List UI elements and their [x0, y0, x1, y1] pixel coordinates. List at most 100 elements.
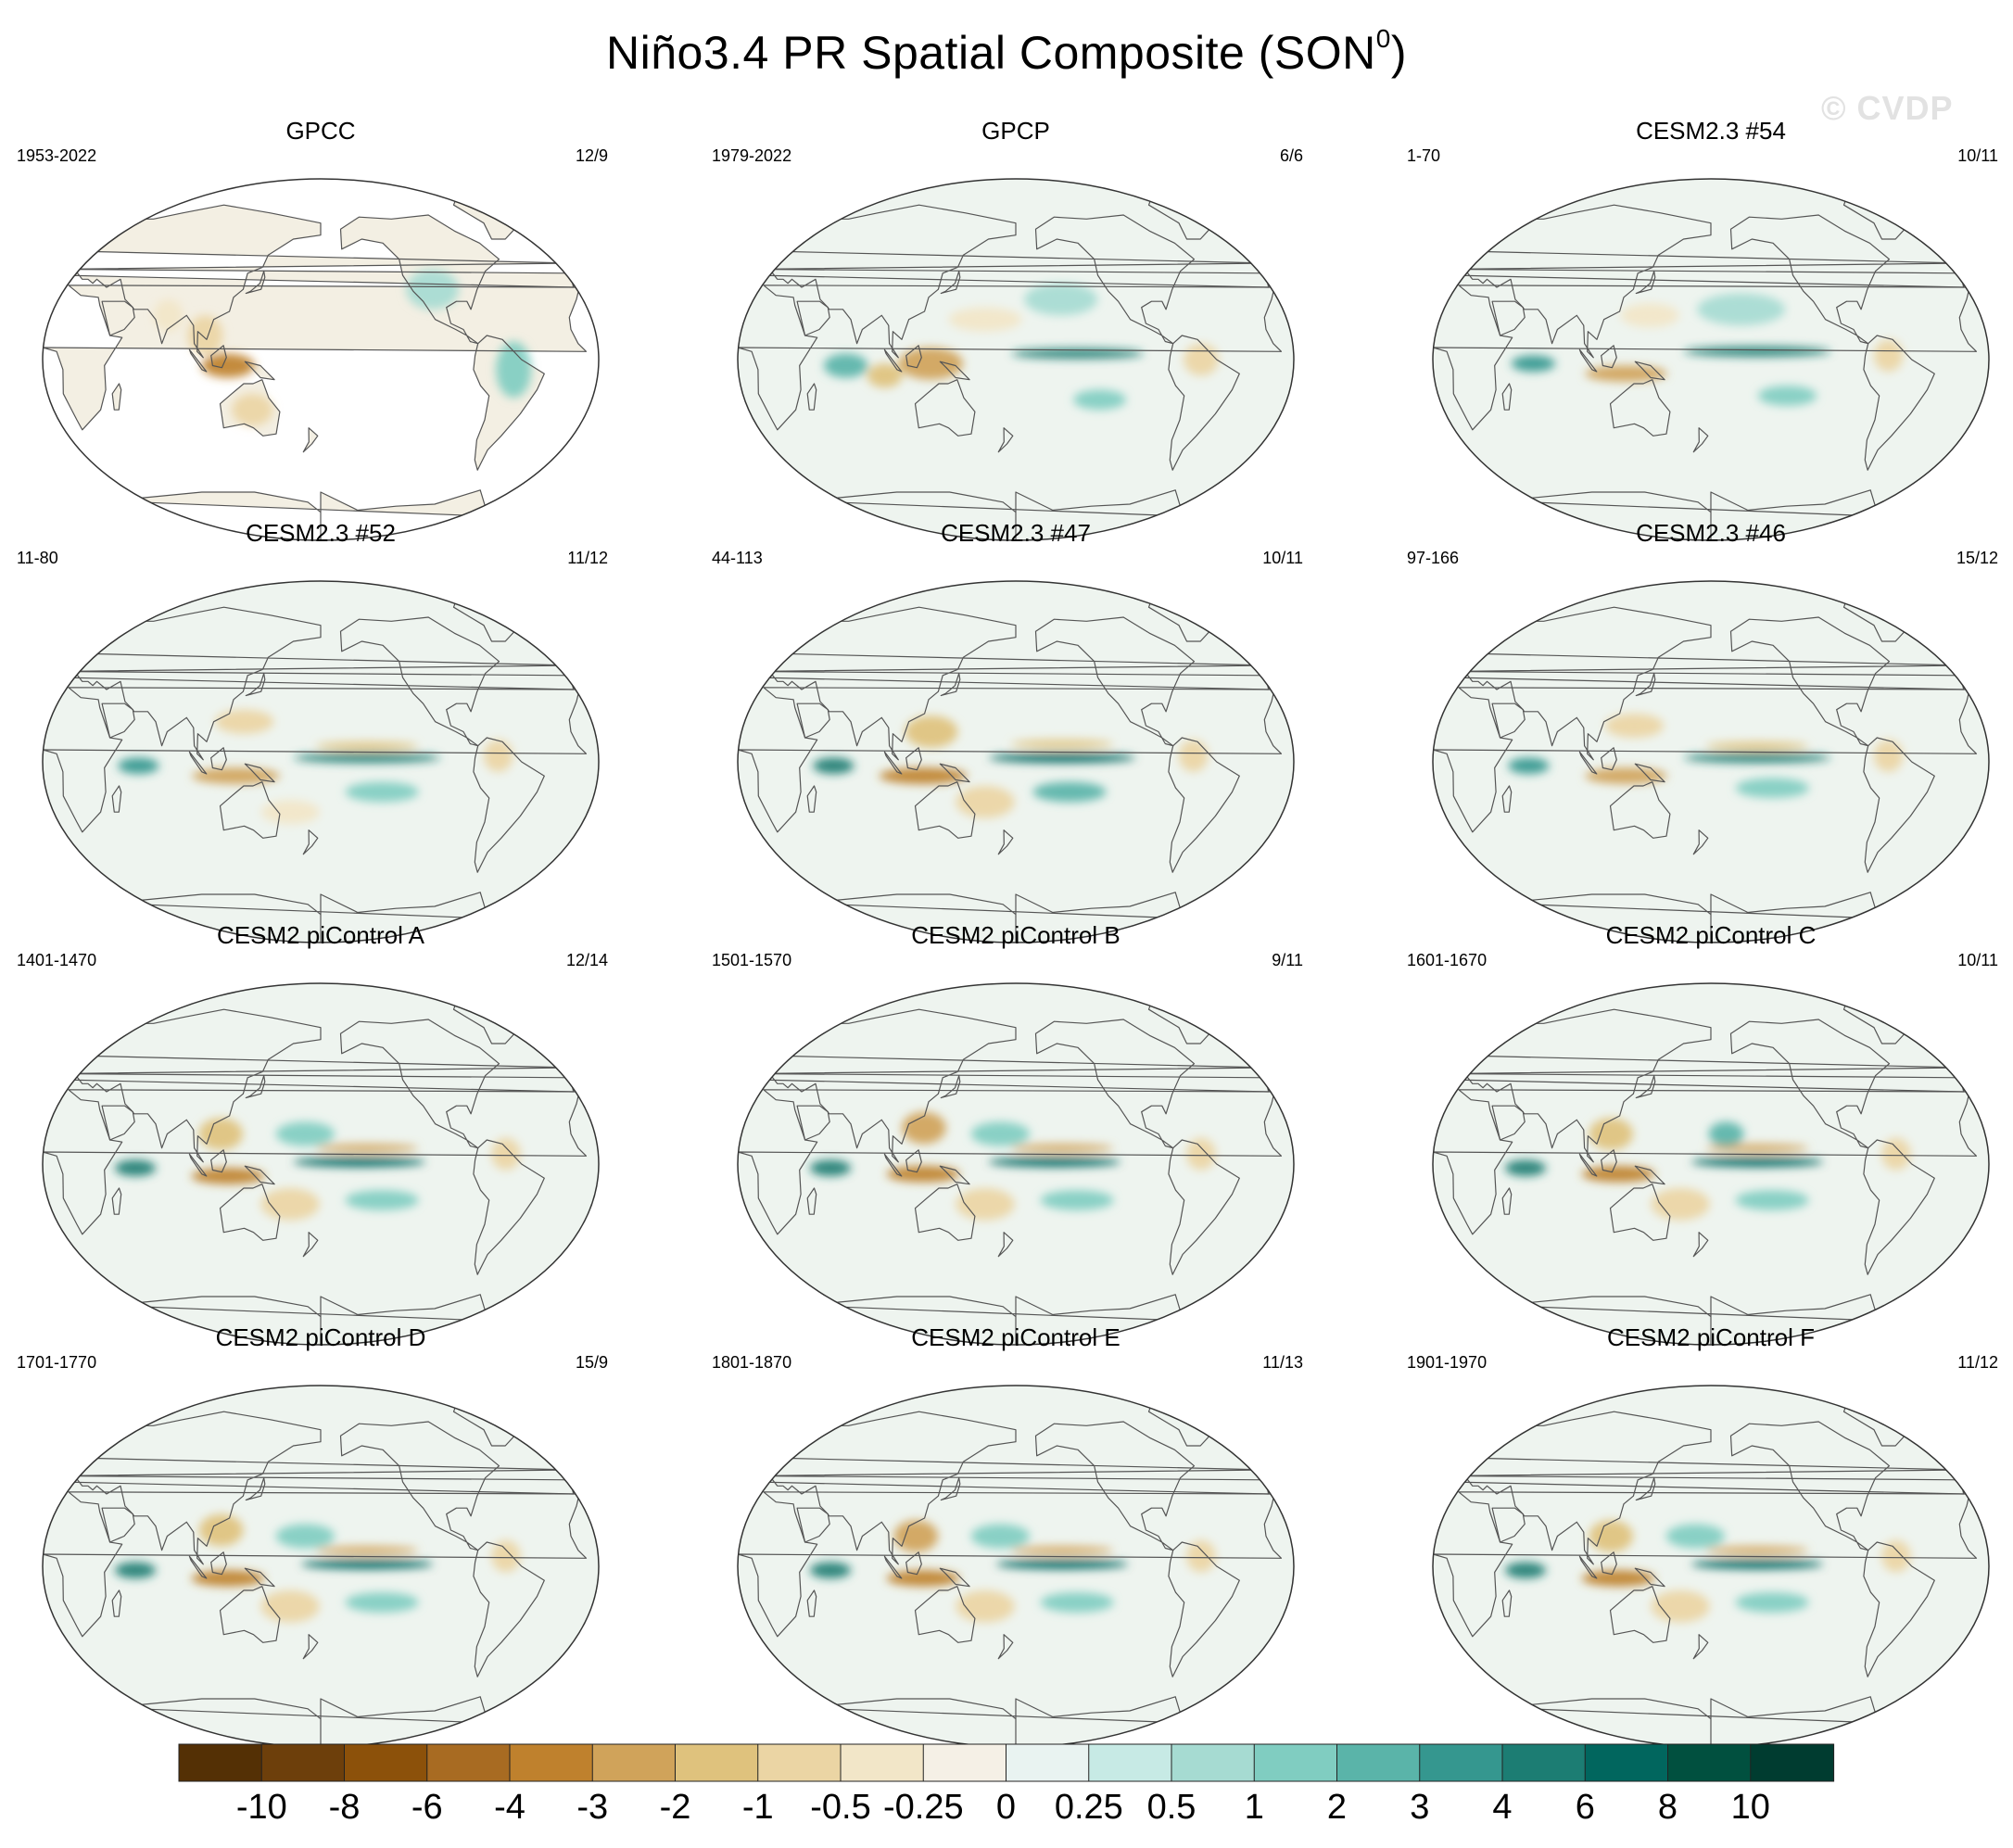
anomaly-blob — [315, 1546, 419, 1554]
coastline-africa — [738, 687, 1283, 833]
coastline-japan — [940, 673, 961, 697]
anomaly-blob — [1690, 1559, 1824, 1570]
anomaly-blob — [300, 1559, 434, 1570]
map-panel: CESM2 piControl B 1501-1570 9/11 — [710, 921, 1322, 1346]
anomaly-blob — [345, 781, 419, 803]
panel-title: GPCC — [285, 117, 356, 145]
coastline-eurasia — [753, 1411, 1270, 1565]
colorbar-tick-label: 2 — [1327, 1788, 1347, 1827]
coastline-arabia — [101, 702, 135, 739]
coastline-arabia — [101, 300, 135, 336]
land-field-japan — [246, 271, 265, 294]
anomaly-blob — [948, 307, 1022, 332]
anomaly-blob — [293, 1157, 426, 1168]
coastline-south-america — [473, 1541, 545, 1677]
anomaly-blob — [191, 1570, 265, 1587]
anomaly-blob — [956, 786, 1015, 818]
coastline-north-america — [339, 1421, 500, 1551]
coastline-australia — [219, 1183, 281, 1241]
map-border — [1432, 580, 1990, 943]
anomaly-blob — [1620, 303, 1679, 328]
anomaly-blob — [1589, 1118, 1634, 1150]
coastline-madagascar — [806, 1589, 817, 1617]
map-panel: CESM2.3 #46 97-166 15/12 — [1405, 519, 2013, 943]
anomaly-blob — [1186, 1539, 1216, 1573]
coastline-madagascar — [806, 1187, 817, 1215]
coastline-borneo — [905, 345, 922, 369]
panel-event-count: 10/11 — [1957, 951, 1998, 969]
anomaly-blob — [898, 348, 964, 380]
coastline-arabia — [1491, 1507, 1526, 1543]
coastline-new-guinea — [1634, 763, 1665, 783]
anomaly-blob — [1881, 1539, 1911, 1573]
coastline-madagascar — [111, 1187, 122, 1215]
anomaly-blob — [275, 1524, 336, 1549]
panel-period: 1901-1970 — [1407, 1353, 1488, 1372]
anomaly-blob — [1186, 1137, 1216, 1171]
coastline-new-zealand — [1692, 427, 1709, 453]
anomaly-blob — [956, 1188, 1015, 1221]
coastline-new-guinea — [1634, 1165, 1665, 1185]
figure-title-superscript: 0 — [1375, 24, 1391, 53]
coastline-eurasia — [1449, 1411, 1965, 1565]
map-panel: GPCP 1979-2022 6/6 — [710, 117, 1322, 541]
coastline-arabia — [101, 1507, 135, 1543]
anomaly-blob — [1011, 348, 1144, 359]
coastline-north-america — [1729, 616, 1891, 747]
panel-event-count: 11/13 — [1262, 1353, 1303, 1372]
anomaly-blob — [970, 1524, 1031, 1549]
coastline-new-guinea — [939, 361, 970, 381]
figure-title-suffix: ) — [1390, 27, 1407, 79]
coastline-australia — [1609, 781, 1671, 839]
coastline-australia — [1609, 1183, 1671, 1241]
anomaly-blob — [1705, 1144, 1809, 1152]
coastline-sumatra — [188, 348, 208, 373]
coastline-australia — [914, 1586, 976, 1643]
panel-map — [1432, 178, 1990, 541]
coastline-africa — [1433, 285, 1978, 431]
coastline-madagascar — [1501, 383, 1513, 411]
coastline-new-guinea — [244, 1165, 275, 1185]
coastline-africa — [738, 1089, 1283, 1235]
panel-period: 1979-2022 — [712, 146, 792, 165]
panel-period: 1601-1670 — [1407, 951, 1488, 969]
panel-event-count: 6/6 — [1279, 146, 1303, 165]
coastline-africa — [1433, 1491, 1978, 1638]
watermark: © CVDP — [1821, 89, 1954, 127]
land-field-arabia — [102, 301, 135, 335]
coastline-new-zealand — [997, 1232, 1014, 1258]
anomaly-blob — [1683, 346, 1831, 357]
panel-title: CESM2.3 #47 — [941, 519, 1091, 547]
coastline-eurasia — [1449, 204, 1965, 359]
coastline-arabia — [796, 300, 830, 336]
coastline-australia — [914, 781, 976, 839]
anomaly-blob — [823, 353, 868, 378]
anomaly-blob — [867, 363, 903, 388]
coastline-sumatra — [1578, 1153, 1598, 1177]
anomaly-blob — [315, 1144, 419, 1152]
coastline-australia — [1609, 1586, 1671, 1643]
coastline-japan — [245, 271, 266, 295]
panel-map — [1432, 580, 1990, 943]
anomaly-blob — [1683, 753, 1831, 764]
colorbar-tick-label: -0.5 — [810, 1788, 870, 1827]
anomaly-blob — [1040, 1592, 1114, 1613]
coastline-eurasia — [58, 204, 575, 359]
anomaly-blob — [275, 1121, 336, 1146]
anomaly-blob — [406, 269, 460, 310]
panel-map — [42, 178, 600, 541]
anomaly-blob — [886, 1570, 960, 1587]
coastline-japan — [245, 1477, 266, 1501]
anomaly-blob — [1178, 740, 1209, 772]
panel-event-count: 15/9 — [575, 1353, 608, 1372]
figure-title-text: Niño3.4 PR Spatial Composite (SON — [606, 27, 1376, 79]
coastline-south-america — [1168, 1139, 1240, 1275]
coastline-north-america — [1034, 1421, 1196, 1551]
coastline-sumatra — [1578, 751, 1598, 775]
map-panel: CESM2.3 #54 1-70 10/11 — [1405, 117, 2013, 541]
anomaly-blob — [1873, 339, 1904, 372]
coastline-africa — [1433, 1089, 1978, 1235]
coastline-south-america — [1168, 1541, 1240, 1677]
anomaly-blob — [1708, 1121, 1744, 1146]
coastline-sumatra — [883, 1555, 903, 1579]
